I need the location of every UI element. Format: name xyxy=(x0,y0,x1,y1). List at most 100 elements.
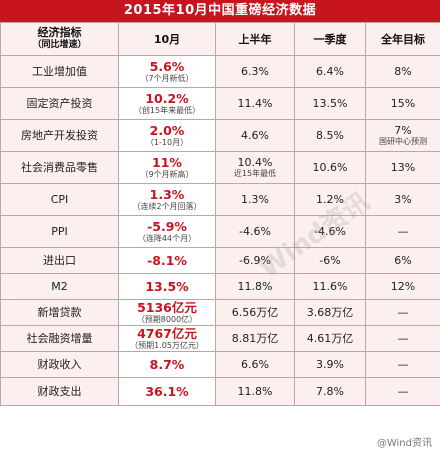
october-value: 10.2% xyxy=(145,90,189,106)
first-quarter-value: -4.6% xyxy=(314,224,346,238)
first-half-note: 近15年最低 xyxy=(233,168,277,178)
annual-target-value: — xyxy=(397,331,409,345)
indicator-name: 固定资产投资 xyxy=(26,96,93,110)
indicator-name-cell: 新增贷款 xyxy=(0,299,119,326)
first-half-value: 10.4% xyxy=(237,155,273,169)
october-value: 5.6% xyxy=(149,58,185,74)
october-note: （预期1.05万亿元） xyxy=(130,340,204,350)
first-quarter-value: 1.2% xyxy=(316,192,344,206)
october-cell: 36.1% xyxy=(118,377,216,406)
table-row: PPI -5.9% （连降44个月） -4.6% -4.6% — xyxy=(0,215,440,248)
indicator-name-cell: 财政支出 xyxy=(0,377,119,406)
october-note: （预期8000亿） xyxy=(136,314,198,324)
annual-target-value: 8% xyxy=(394,64,412,78)
october-value: 5136亿元 xyxy=(137,299,197,315)
weibo-handle: @Wind资讯 xyxy=(374,434,434,449)
first-quarter-cell: 8.5% xyxy=(294,119,366,152)
annual-target-cell: 3% xyxy=(365,183,440,216)
first-quarter-cell: -6% xyxy=(294,247,366,274)
october-value: 4767亿元 xyxy=(137,325,197,341)
indicator-name: CPI xyxy=(50,192,69,206)
annual-target-cell: — xyxy=(365,299,440,326)
table-row: 社会消费品零售 11% （9个月新高） 10.4% 近15年最低 10.6% 13% xyxy=(0,151,440,184)
first-quarter-value: 3.9% xyxy=(316,357,344,371)
first-quarter-value: 11.6% xyxy=(312,279,348,293)
table-row: 房地产开发投资 2.0% （1-10月） 4.6% 8.5% 7% 国研中心预测 xyxy=(0,119,440,152)
first-half-cell: 11.8% xyxy=(215,377,295,406)
first-half-cell: 8.81万亿 xyxy=(215,325,295,352)
first-half-cell: 6.56万亿 xyxy=(215,299,295,326)
indicator-name: 社会融资增量 xyxy=(26,331,93,345)
first-quarter-value: 8.5% xyxy=(316,128,344,142)
first-half-cell: -4.6% xyxy=(215,215,295,248)
october-cell: -8.1% xyxy=(118,247,216,274)
indicator-name-cell: 财政收入 xyxy=(0,351,119,378)
annual-target-cell: 15% xyxy=(365,87,440,120)
annual-target-value: — xyxy=(397,305,409,319)
october-value: 13.5% xyxy=(145,278,189,294)
header-indicator-label: 经济指标 xyxy=(37,26,82,39)
annual-target-value: — xyxy=(397,224,409,238)
first-half-value: 1.3% xyxy=(241,192,269,206)
first-quarter-cell: 4.61万亿 xyxy=(294,325,366,352)
first-half-value: 11.8% xyxy=(237,384,273,398)
table-row: 社会融资增量 4767亿元 （预期1.05万亿元） 8.81万亿 4.61万亿 — xyxy=(0,325,440,352)
first-quarter-value: 3.68万亿 xyxy=(306,305,354,319)
first-quarter-cell: 11.6% xyxy=(294,273,366,300)
indicator-name-cell: 工业增加值 xyxy=(0,55,119,88)
october-value: -8.1% xyxy=(147,252,187,268)
annual-target-value: 3% xyxy=(394,192,412,206)
october-note: （连续2个月回落） xyxy=(132,201,202,211)
header-first-half: 上半年 xyxy=(215,22,295,56)
indicator-name-cell: M2 xyxy=(0,273,119,300)
first-quarter-value: 4.61万亿 xyxy=(306,331,354,345)
first-quarter-cell: 7.8% xyxy=(294,377,366,406)
table-row: 固定资产投资 10.2% （创15年来最低） 11.4% 13.5% 15% xyxy=(0,87,440,120)
page-title: 2015年10月中国重磅经济数据 xyxy=(0,0,440,22)
october-note: （7个月新低） xyxy=(140,73,194,83)
first-quarter-cell: 3.9% xyxy=(294,351,366,378)
annual-target-cell: 13% xyxy=(365,151,440,184)
first-quarter-value: -6% xyxy=(319,253,341,267)
october-note: （连降44个月） xyxy=(137,233,197,243)
october-value: 11% xyxy=(152,154,182,170)
october-cell: 1.3% （连续2个月回落） xyxy=(118,183,216,216)
first-half-cell: 1.3% xyxy=(215,183,295,216)
annual-target-cell: — xyxy=(365,325,440,352)
indicator-name: M2 xyxy=(51,279,68,293)
indicator-name: PPI xyxy=(51,224,68,238)
first-half-value: 6.6% xyxy=(241,357,269,371)
october-value: 2.0% xyxy=(149,122,185,138)
header-indicator-sub: （同比增速） xyxy=(32,40,87,50)
october-cell: 8.7% xyxy=(118,351,216,378)
first-quarter-cell: 1.2% xyxy=(294,183,366,216)
october-cell: 10.2% （创15年来最低） xyxy=(118,87,216,120)
october-note: （1-10月） xyxy=(145,137,189,147)
october-cell: 5.6% （7个月新低） xyxy=(118,55,216,88)
table-row: 进出口 -8.1% -6.9% -6% 6% xyxy=(0,247,440,274)
header-indicator: 经济指标 （同比增速） xyxy=(0,22,119,56)
annual-target-cell: — xyxy=(365,215,440,248)
first-quarter-cell: 6.4% xyxy=(294,55,366,88)
first-half-cell: 6.6% xyxy=(215,351,295,378)
indicator-name-cell: PPI xyxy=(0,215,119,248)
annual-target-cell: — xyxy=(365,377,440,406)
october-note: （创15年来最低） xyxy=(133,105,201,115)
first-half-cell: 6.3% xyxy=(215,55,295,88)
annual-target-value: 13% xyxy=(390,160,416,174)
first-half-value: 11.4% xyxy=(237,96,273,110)
indicator-name-cell: 房地产开发投资 xyxy=(0,119,119,152)
annual-target-cell: 7% 国研中心预测 xyxy=(365,119,440,152)
indicator-name: 工业增加值 xyxy=(32,64,87,78)
first-half-value: 6.3% xyxy=(241,64,269,78)
first-quarter-cell: -4.6% xyxy=(294,215,366,248)
table-header-row: 经济指标 （同比增速） 10月 上半年 一季度 全年目标 xyxy=(0,22,440,56)
economic-data-table: 经济指标 （同比增速） 10月 上半年 一季度 全年目标 工业增加值 5.6% （7… xyxy=(0,22,440,406)
first-half-value: 4.6% xyxy=(241,128,269,142)
october-value: 36.1% xyxy=(145,383,189,399)
first-half-value: 8.81万亿 xyxy=(231,331,279,345)
table-row: 新增贷款 5136亿元 （预期8000亿） 6.56万亿 3.68万亿 — xyxy=(0,299,440,326)
first-quarter-value: 6.4% xyxy=(316,64,344,78)
first-half-value: 6.56万亿 xyxy=(231,305,279,319)
